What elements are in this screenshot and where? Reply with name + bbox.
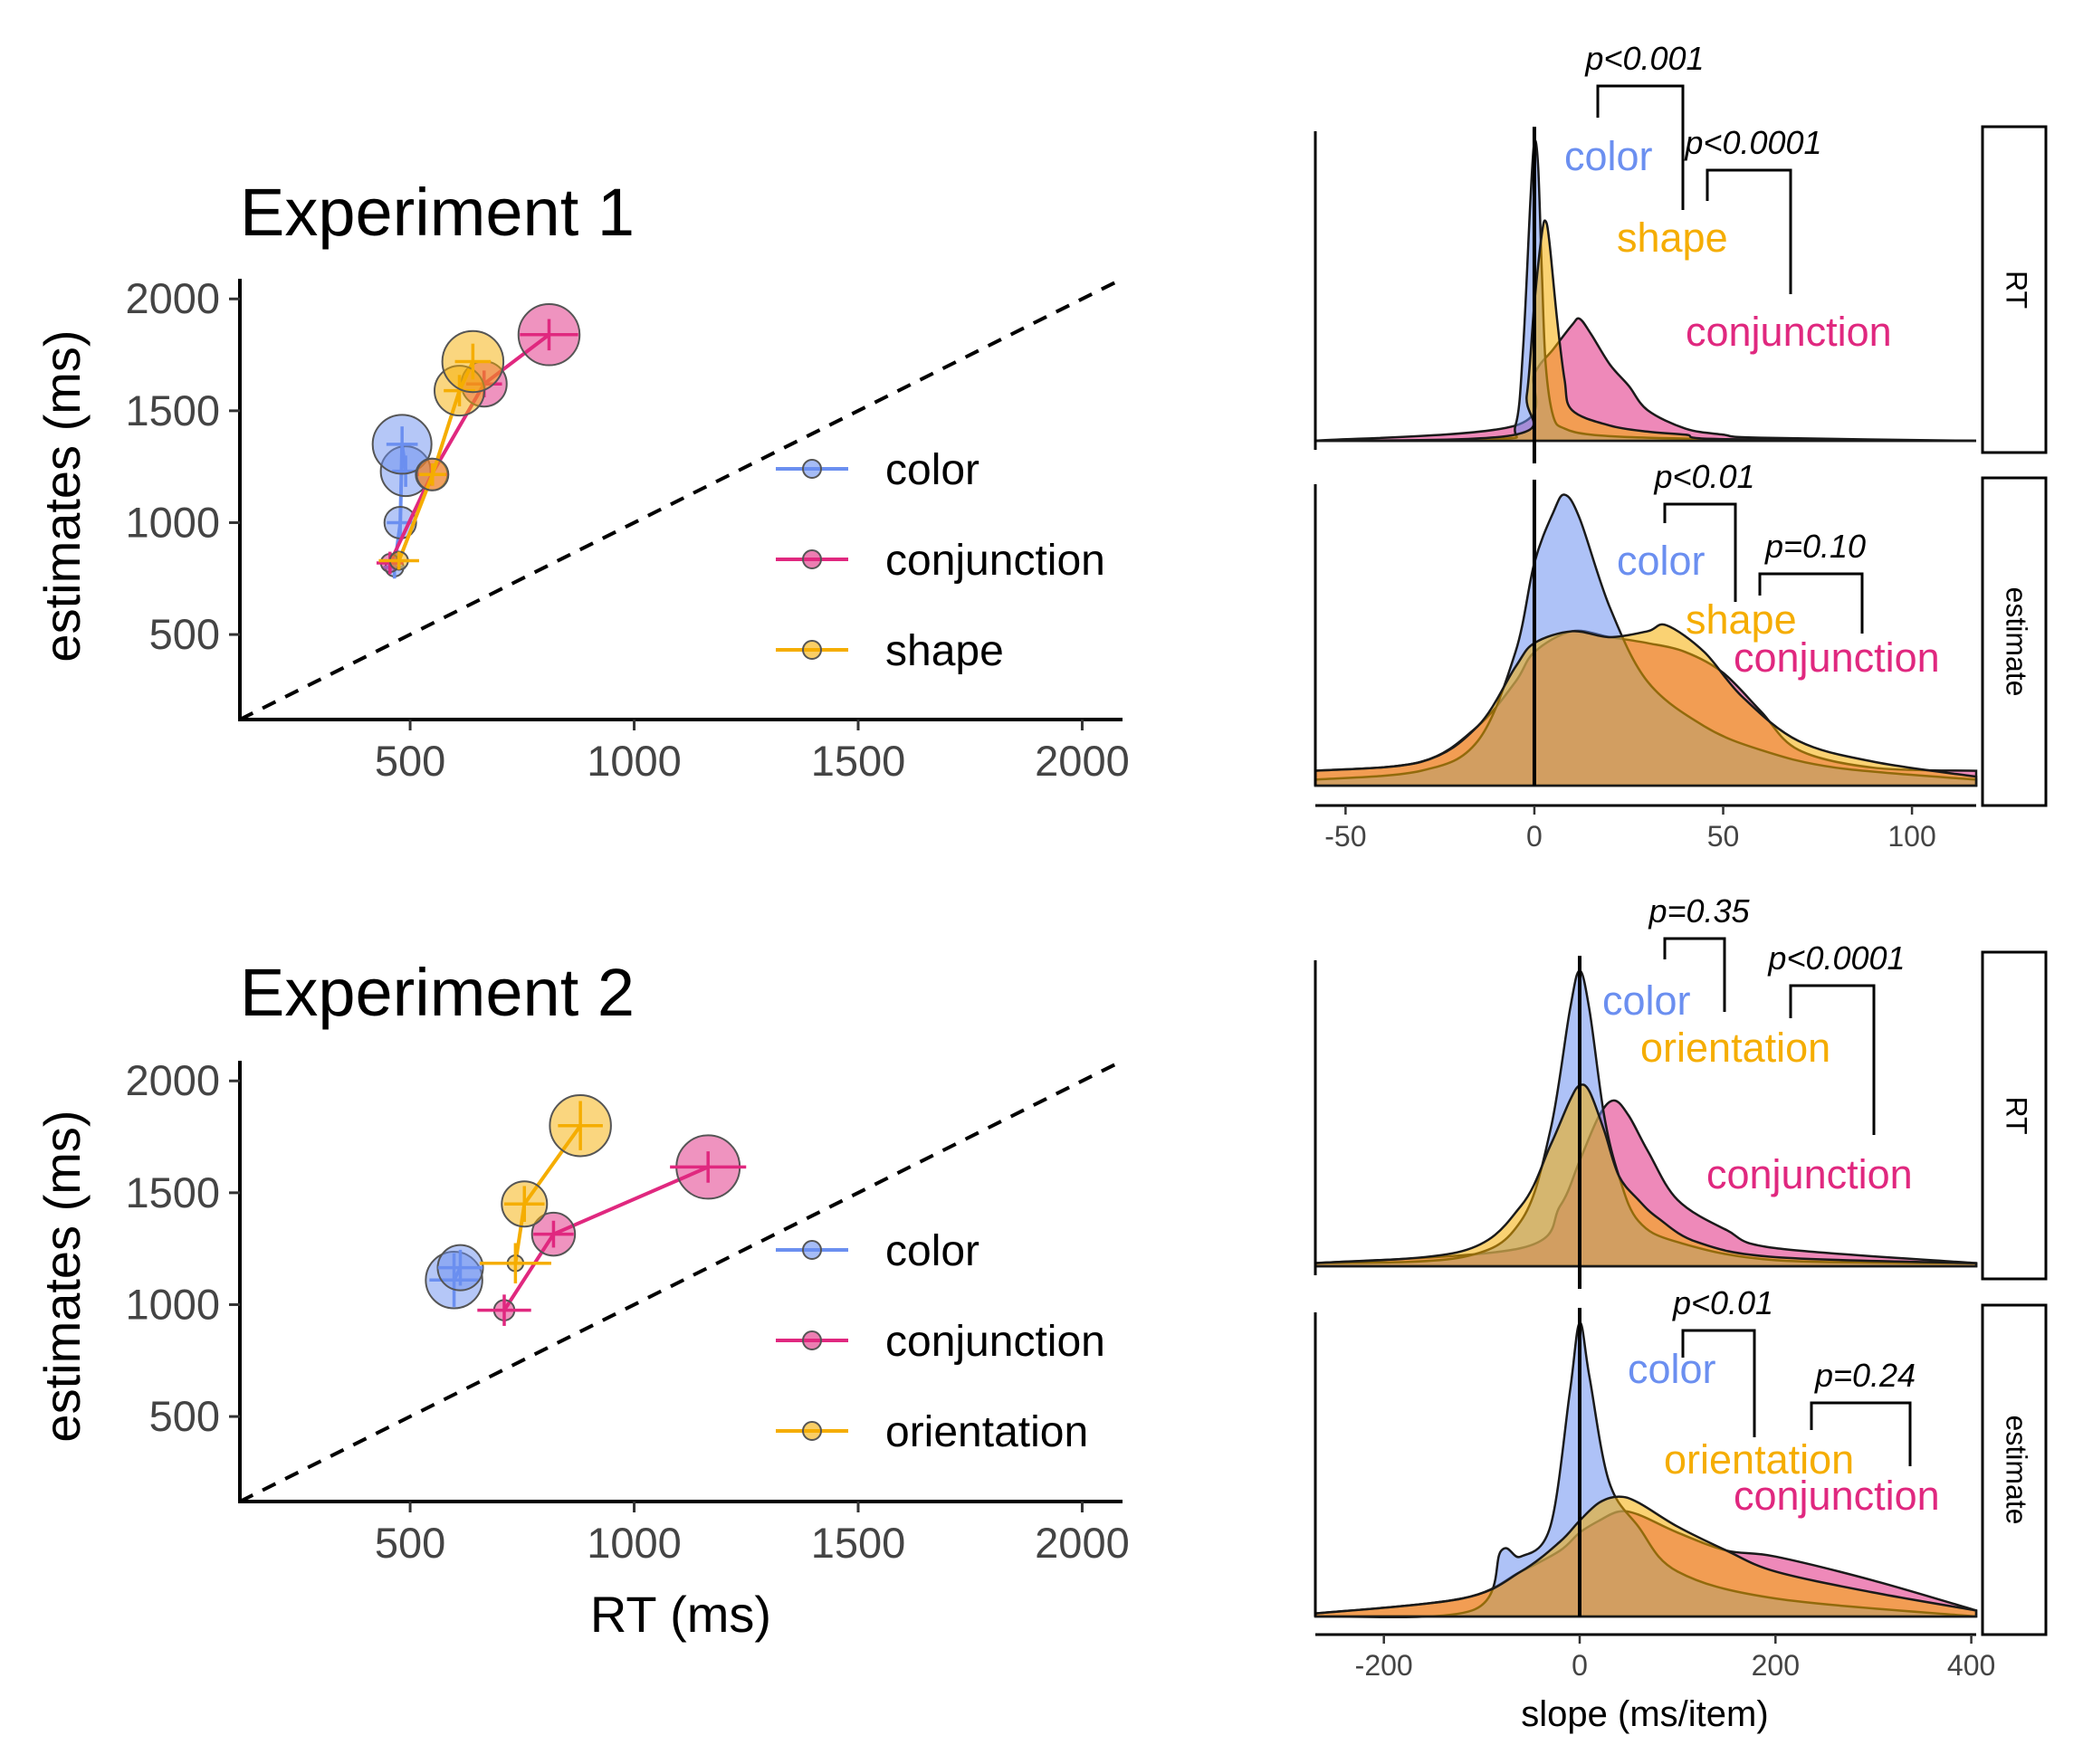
facet-strip-label: RT xyxy=(2001,1096,2033,1134)
facet-strip-box xyxy=(1981,1303,2048,1636)
experiment-1-scatter-panel: Experiment 1 estimates (ms) 500 1000 1500 2… xyxy=(33,175,1130,785)
significance-bracket xyxy=(1596,84,1685,210)
experiment-1-identity-line xyxy=(239,277,1123,721)
p-value-label: p<0.01 xyxy=(1653,458,1754,495)
experiment-1-density-x-tick-label: 50 xyxy=(1707,820,1740,853)
significance-bracket xyxy=(1681,1329,1756,1437)
experiment-2-x-axis-label: RT (ms) xyxy=(590,1586,771,1643)
p-value-label: p<0.01 xyxy=(1672,1284,1773,1321)
shape-density-curve xyxy=(1314,623,1978,787)
legend-orientation-marker xyxy=(802,1421,822,1441)
shape-group-label: shape xyxy=(1617,215,1728,261)
significance-bracket xyxy=(1810,1401,1912,1466)
orientation-density-curve xyxy=(1314,1495,1978,1618)
color-group-label: color xyxy=(1602,977,1691,1024)
experiment-1-rt-facet: color shape conjunction p<0.001 p<0.0001 RT xyxy=(1314,40,2048,463)
experiment-2-identity-line xyxy=(239,1059,1123,1503)
legend-color-label: color xyxy=(885,1227,979,1275)
experiment-1-plot-area: 500 1000 1500 2000 500 1000 1500 2000 color conju… xyxy=(125,274,1129,785)
experiment-2-x-tick-label: 500 xyxy=(375,1519,445,1567)
legend-conjunction-marker xyxy=(802,1330,822,1350)
facet-strip-label: estimate xyxy=(2001,1416,2033,1525)
experiment-2-plot-area: 500 1000 1500 2000 500 1000 1500 2000 color conju… xyxy=(125,1056,1129,1567)
experiment-1-y-tick-label: 1500 xyxy=(125,386,220,434)
color-group-label: color xyxy=(1564,133,1653,179)
experiment-2-scatter-panel: Experiment 2 estimates (ms) RT (ms) 500 1… xyxy=(33,955,1130,1643)
experiment-2-y-tick-label: 2000 xyxy=(125,1056,220,1104)
color-group-label: color xyxy=(1617,538,1706,584)
experiment-2-y-tick-label: 1000 xyxy=(125,1280,220,1328)
experiment-2-density-x-tick-label: 200 xyxy=(1752,1649,1800,1682)
experiment-1-y-tick-label: 1000 xyxy=(125,498,220,546)
experiment-1-y-axis-label: estimates (ms) xyxy=(33,329,91,662)
experiment-2-y-tick-label: 500 xyxy=(149,1392,220,1440)
conjunction-connecting-line xyxy=(387,333,550,564)
significance-bracket xyxy=(1663,502,1737,602)
p-value-label: p=0.35 xyxy=(1648,892,1750,930)
p-value-label: p=0.10 xyxy=(1764,528,1866,565)
experiment-1-y-tick-label: 500 xyxy=(149,610,220,658)
experiment-2-density-x-tick-label: 0 xyxy=(1572,1649,1588,1682)
experiment-2-x-tick-label: 1500 xyxy=(811,1519,906,1567)
facet-strip-box xyxy=(1981,125,2048,454)
conjunction-group-label: conjunction xyxy=(1686,309,1892,355)
significance-bracket xyxy=(1758,572,1864,634)
p-value-label: p<0.0001 xyxy=(1684,124,1821,161)
experiment-2-density-x-tick-label: 400 xyxy=(1947,1649,1995,1682)
facet-strip-box xyxy=(1981,950,2048,1281)
experiment-1-density-x-tick-label: 0 xyxy=(1526,820,1543,853)
experiment-1-y-tick-label: 2000 xyxy=(125,274,220,322)
shape-density-curve xyxy=(1314,219,1977,443)
experiment-2-title: Experiment 2 xyxy=(240,955,635,1030)
significance-bracket xyxy=(1663,937,1726,1012)
color-group-label: color xyxy=(1628,1346,1716,1392)
facet-strip-box xyxy=(1981,476,2048,807)
p-value-label: p<0.0001 xyxy=(1767,939,1905,977)
legend-conjunction-marker xyxy=(802,549,822,569)
experiment-2-x-tick-label: 1000 xyxy=(587,1519,682,1567)
experiment-1-density-panels: colorshapeconjunctionp<0.001p<0.0001RTco… xyxy=(1314,40,2048,853)
significance-bracket xyxy=(1706,168,1792,294)
experiment-1-x-tick-label: 2000 xyxy=(1035,737,1130,785)
orientation-density-curve xyxy=(1314,1083,1978,1268)
experiment-1-x-tick-label: 1000 xyxy=(587,737,682,785)
conjunction-group-label: conjunction xyxy=(1734,1473,1940,1519)
legend-orientation-label: orientation xyxy=(885,1408,1088,1456)
orientation-group-label: orientation xyxy=(1664,1436,1854,1483)
conjunction-group-label: conjunction xyxy=(1734,634,1940,681)
experiment-2-y-axis-label: estimates (ms) xyxy=(33,1110,91,1442)
experiment-1-density-x-tick-label: -50 xyxy=(1324,820,1366,853)
experiment-2-x-tick-label: 2000 xyxy=(1035,1519,1130,1567)
experiment-2-density-x-tick-label: -200 xyxy=(1355,1649,1413,1682)
legend-shape-label: shape xyxy=(885,627,1004,675)
color-density-curve xyxy=(1314,138,1977,443)
conjunction-group-label: conjunction xyxy=(1706,1151,1913,1197)
legend-color-label: color xyxy=(885,446,979,494)
experiment-1-density-x-tick-label: 100 xyxy=(1887,820,1935,853)
legend-conjunction-label: conjunction xyxy=(885,537,1105,585)
legend-color-marker xyxy=(802,459,822,479)
experiment-2-density-panels: slope (ms/item) colororientationconjunct… xyxy=(1314,892,2048,1734)
experiment-1-title: Experiment 1 xyxy=(240,175,635,250)
p-value-label: p<0.001 xyxy=(1584,40,1704,77)
facet-strip-label: RT xyxy=(2001,271,2033,309)
p-value-label: p=0.24 xyxy=(1814,1357,1916,1394)
legend-color-marker xyxy=(802,1240,822,1260)
experiment-1-x-tick-label: 1500 xyxy=(811,737,906,785)
legend-conjunction-label: conjunction xyxy=(885,1318,1105,1366)
significance-bracket xyxy=(1789,984,1876,1135)
experiment-1-x-tick-label: 500 xyxy=(375,737,445,785)
shape-group-label: shape xyxy=(1686,596,1797,643)
facet-strip-label: estimate xyxy=(2001,587,2033,697)
slope-x-axis-label: slope (ms/item) xyxy=(1521,1694,1768,1734)
experiment-2-y-tick-label: 1500 xyxy=(125,1168,220,1216)
orientation-group-label: orientation xyxy=(1640,1025,1830,1071)
legend-shape-marker xyxy=(802,640,822,660)
